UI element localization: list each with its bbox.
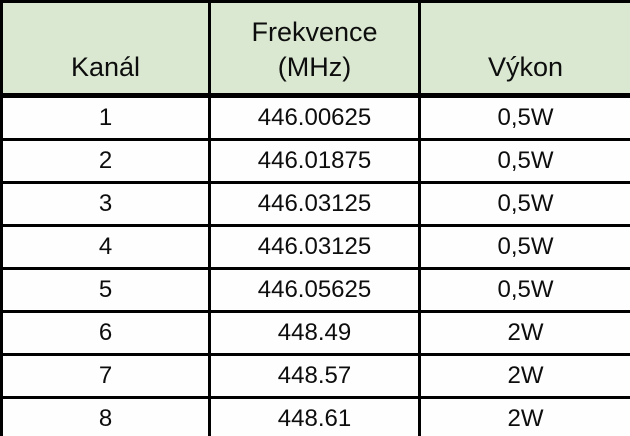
- header-label-frequency-line2: (MHz): [277, 51, 352, 82]
- table-row: 1 446.00625 0,5W: [0, 94, 630, 141]
- cell-power: 0,5W: [418, 138, 630, 184]
- table-row: 4 446.03125 0,5W: [0, 224, 630, 270]
- table-row: 3 446.03125 0,5W: [0, 181, 630, 227]
- header-cell-frequency: Frekvence (MHz): [208, 0, 421, 98]
- table-row: 8 448.61 2W: [0, 396, 630, 436]
- cell-power: 2W: [418, 310, 630, 356]
- cell-power: 2W: [418, 353, 630, 399]
- cell-power: 0,5W: [418, 94, 630, 141]
- cell-power: 0,5W: [418, 181, 630, 227]
- cell-channel: 3: [0, 181, 211, 227]
- cell-channel: 6: [0, 310, 211, 356]
- header-label-power: Výkon: [487, 51, 564, 82]
- cell-frequency: 446.01875: [208, 138, 421, 184]
- header-label-channel: Kanál: [70, 51, 141, 82]
- cell-power: 0,5W: [418, 224, 630, 270]
- cell-channel: 5: [0, 267, 211, 313]
- cell-frequency: 446.05625: [208, 267, 421, 313]
- cell-frequency: 448.57: [208, 353, 421, 399]
- header-cell-power: Výkon: [418, 0, 630, 98]
- cell-channel: 8: [0, 396, 211, 436]
- cell-power: 0,5W: [418, 267, 630, 313]
- table-row: 7 448.57 2W: [0, 353, 630, 399]
- header-row: Kanál Frekvence (MHz) Výkon: [0, 0, 630, 98]
- table-row: 6 448.49 2W: [0, 310, 630, 356]
- cell-frequency: 446.00625: [208, 94, 421, 141]
- cell-channel: 2: [0, 138, 211, 184]
- cell-channel: 1: [0, 94, 211, 141]
- cell-frequency: 446.03125: [208, 181, 421, 227]
- cell-channel: 4: [0, 224, 211, 270]
- cell-frequency: 448.61: [208, 396, 421, 436]
- cell-power: 2W: [418, 396, 630, 436]
- cell-frequency: 448.49: [208, 310, 421, 356]
- table-row: 2 446.01875 0,5W: [0, 138, 630, 184]
- table-row: 5 446.05625 0,5W: [0, 267, 630, 313]
- header-cell-channel: Kanál: [0, 0, 211, 98]
- cell-frequency: 446.03125: [208, 224, 421, 270]
- cell-channel: 7: [0, 353, 211, 399]
- header-label-frequency-line1: Frekvence: [251, 16, 378, 47]
